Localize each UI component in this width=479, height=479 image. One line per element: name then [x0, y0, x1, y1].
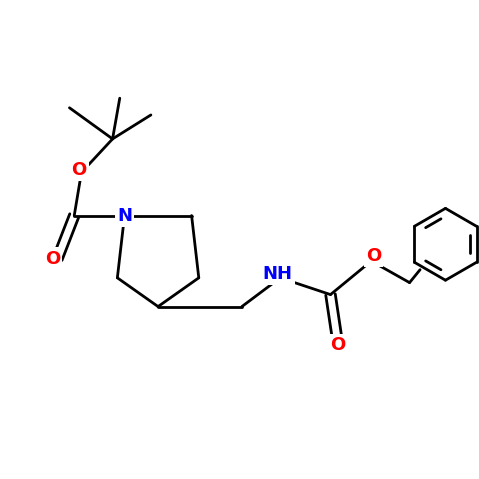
- Text: O: O: [366, 247, 381, 265]
- Text: NH: NH: [263, 265, 293, 283]
- Text: O: O: [45, 250, 60, 268]
- Text: O: O: [71, 161, 87, 179]
- Text: N: N: [117, 206, 132, 225]
- Text: O: O: [330, 336, 345, 354]
